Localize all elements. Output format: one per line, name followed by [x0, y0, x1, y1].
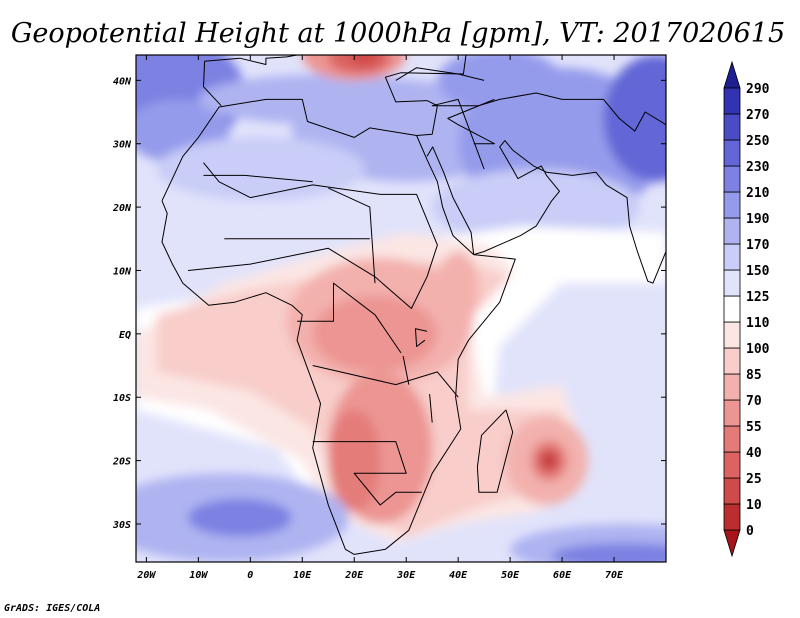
colorbar-label: 290 — [746, 82, 770, 97]
coastline — [402, 355, 410, 385]
coastline — [476, 409, 514, 493]
colorbar-swatch — [723, 87, 741, 115]
height-contour-blob — [544, 455, 554, 466]
y-tick-label: 20N — [112, 203, 132, 214]
colorbar-swatch — [723, 425, 741, 453]
grads-credit: GrADS: IGES/COLA — [4, 603, 100, 614]
colorbar-arrow-top — [723, 60, 741, 89]
colorbar-label: 230 — [746, 160, 770, 175]
colorbar-label: 110 — [746, 316, 770, 331]
colorbar-swatch — [723, 113, 741, 141]
colorbar-label: 250 — [746, 134, 770, 149]
x-axis: 20W 10W 0 10E 20E 30E 40E 50E 60E 70E — [136, 55, 624, 581]
x-tick-label: 60E — [553, 570, 572, 581]
colorbar-swatch — [723, 139, 741, 167]
colorbar-label: 55 — [746, 420, 762, 435]
height-contour-blob — [437, 251, 479, 328]
colorbar-label: 170 — [746, 238, 770, 253]
height-field — [136, 55, 666, 562]
colorbar-swatch — [723, 399, 741, 427]
colorbar-label: 25 — [746, 472, 762, 487]
coastline — [429, 394, 433, 423]
colorbar-swatch — [723, 477, 741, 505]
colorbar-label: 0 — [746, 524, 754, 539]
colorbar-label: 10 — [746, 498, 762, 513]
coastline — [312, 365, 459, 398]
colorbar-swatch — [723, 503, 741, 531]
coastline — [312, 441, 422, 506]
coastlines — [161, 55, 666, 555]
x-tick-label: 40E — [449, 570, 468, 581]
colorbar-label: 190 — [746, 212, 770, 227]
x-tick-label: 50E — [501, 570, 520, 581]
coastline — [395, 67, 485, 81]
colorbar-swatch — [723, 165, 741, 193]
colorbar-label: 125 — [746, 290, 769, 305]
x-tick-label: 20E — [344, 570, 364, 581]
colorbar-swatch — [723, 217, 741, 245]
height-contour-blob — [187, 498, 292, 537]
y-tick-label: 30S — [112, 520, 131, 531]
coastline — [447, 98, 495, 145]
coastline — [161, 55, 467, 202]
height-contour-blob — [437, 55, 563, 113]
colorbar-swatch — [723, 269, 741, 297]
y-axis: 40N 30N 20N 10N EQ 10S 20S 30S — [112, 76, 666, 531]
colorbar: 0 10 25 40 55 70 85 100 110 125 150 170 190 210 230 250… — [723, 60, 770, 558]
colorbar-label: 210 — [746, 186, 770, 201]
plot-frame — [135, 54, 667, 563]
colorbar-label: 85 — [746, 368, 762, 383]
colorbar-swatch — [723, 347, 741, 375]
colorbar-swatch — [723, 451, 741, 479]
colorbar-swatch — [723, 295, 741, 323]
y-tick-label: EQ — [119, 330, 131, 341]
coastline — [297, 282, 402, 354]
coastline — [431, 92, 666, 170]
y-tick-label: 10N — [113, 266, 132, 277]
x-tick-label: 0 — [247, 570, 253, 581]
y-tick-label: 40N — [113, 76, 132, 87]
x-tick-label: 10E — [293, 570, 312, 581]
colorbar-label: 100 — [746, 342, 770, 357]
colorbar-label: 40 — [746, 446, 762, 461]
coastline — [415, 328, 428, 347]
height-contour-blob — [349, 55, 381, 66]
x-tick-label: 10W — [189, 570, 208, 581]
colorbar-arrow-bottom — [723, 529, 741, 558]
height-contour-blob — [603, 55, 666, 182]
coastline — [161, 135, 516, 555]
height-contour-blob — [551, 542, 666, 562]
coastline — [187, 162, 438, 309]
colorbar-label: 270 — [746, 108, 770, 123]
coastline — [473, 140, 666, 284]
colorbar-swatch — [723, 243, 741, 271]
x-tick-label: 20W — [136, 570, 156, 581]
y-tick-label: 20S — [112, 457, 131, 468]
x-tick-label: 30E — [396, 570, 416, 581]
chart-title: Geopotential Height at 1000hPa [gpm], VT… — [11, 18, 785, 49]
colorbar-label: 70 — [746, 394, 762, 409]
colorbar-swatch — [723, 191, 741, 219]
height-contour-blob — [328, 409, 381, 512]
coastline — [426, 146, 475, 255]
colorbar-swatch — [723, 321, 741, 349]
colorbar-swatch — [723, 373, 741, 401]
x-tick-label: 70E — [605, 570, 624, 581]
coastline — [203, 55, 298, 107]
plot-area: 20W 10W 0 10E 20E 30E 40E 50E 60E 70E 40N 30N 20N 10… — [112, 54, 667, 581]
colorbar-label: 150 — [746, 264, 770, 279]
height-contour-blob — [312, 295, 438, 372]
y-tick-label: 10S — [113, 393, 131, 404]
coastline — [203, 174, 313, 183]
height-contour-blob — [156, 137, 365, 201]
y-tick-label: 30N — [112, 140, 132, 151]
coastline — [328, 187, 376, 284]
height-contour-blob — [432, 169, 641, 246]
